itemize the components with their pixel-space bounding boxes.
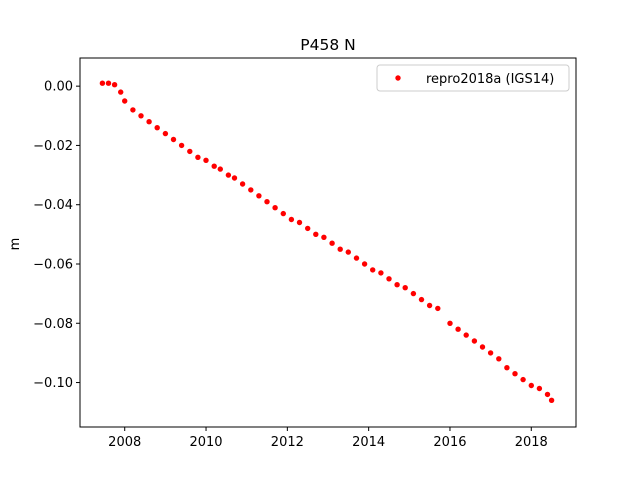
data-point [512, 371, 518, 377]
data-point [394, 282, 400, 288]
legend: repro2018a (IGS14) [376, 64, 570, 92]
x-tick-label: 2012 [271, 435, 304, 450]
data-point [170, 136, 177, 143]
x-tick-label: 2016 [433, 435, 466, 450]
data-point [154, 125, 160, 131]
data-point [162, 130, 169, 137]
data-point [402, 285, 408, 291]
data-point [463, 332, 469, 338]
y-tick-label: −0.02 [33, 139, 73, 154]
data-point [435, 305, 441, 312]
data-point [122, 98, 128, 104]
data-point [111, 82, 118, 88]
data-point [138, 113, 144, 119]
legend-marker [395, 75, 401, 81]
data-point [337, 246, 343, 252]
data-point [370, 267, 376, 273]
y-axis-label: m [8, 238, 23, 251]
data-point [378, 270, 384, 276]
data-point [280, 210, 286, 217]
data-point [345, 249, 351, 255]
data-point [231, 175, 238, 181]
y-tick-label: −0.10 [33, 376, 73, 391]
data-point [296, 219, 303, 226]
y-tick-label: −0.08 [33, 317, 73, 332]
data-point [536, 385, 543, 392]
data-point [321, 234, 327, 240]
data-point [187, 148, 193, 155]
data-point [248, 187, 254, 193]
data-point [195, 154, 201, 160]
data-point [130, 107, 136, 113]
data-point [178, 142, 185, 149]
data-points [99, 80, 555, 403]
data-point [426, 302, 433, 309]
chart-title: P458 N [300, 36, 355, 54]
data-point [288, 216, 295, 223]
data-point [256, 193, 262, 199]
data-point [361, 261, 368, 267]
data-point [217, 166, 223, 172]
data-point [329, 240, 335, 246]
data-point [99, 80, 106, 86]
data-point [105, 80, 112, 86]
data-point [544, 391, 551, 398]
data-point [447, 320, 453, 326]
data-point [203, 157, 209, 163]
data-point [386, 276, 392, 282]
x-tick-label: 2014 [352, 435, 385, 450]
data-point [313, 231, 319, 237]
data-point [520, 376, 526, 383]
plot-frame [79, 57, 577, 428]
data-point [455, 326, 461, 332]
data-point [418, 296, 425, 303]
legend-label: repro2018a (IGS14) [426, 72, 554, 87]
data-point [225, 172, 232, 178]
data-point [146, 119, 152, 125]
data-point [504, 365, 510, 371]
data-point [272, 205, 278, 211]
legend-box [376, 64, 570, 92]
data-point [487, 350, 494, 356]
x-tick-label: 2008 [108, 435, 141, 450]
data-point [305, 225, 311, 232]
axis-ticks: 2008 2010 2012 2014 2016 2018 0.00 −0.02 −0.04 −0… [33, 80, 548, 450]
y-tick-label: 0.00 [44, 80, 73, 95]
x-tick-label: 2018 [515, 435, 548, 450]
y-tick-label: −0.06 [33, 257, 73, 272]
data-point [264, 199, 270, 205]
data-point [479, 344, 486, 350]
data-point [118, 89, 124, 95]
data-point [528, 382, 534, 389]
data-point [239, 181, 246, 187]
data-point [410, 290, 417, 297]
data-point [211, 163, 217, 169]
y-tick-label: −0.04 [33, 198, 73, 213]
data-point [471, 338, 478, 344]
data-point [496, 356, 502, 362]
x-tick-label: 2010 [189, 435, 222, 450]
data-point [548, 397, 555, 403]
data-point [353, 255, 360, 261]
